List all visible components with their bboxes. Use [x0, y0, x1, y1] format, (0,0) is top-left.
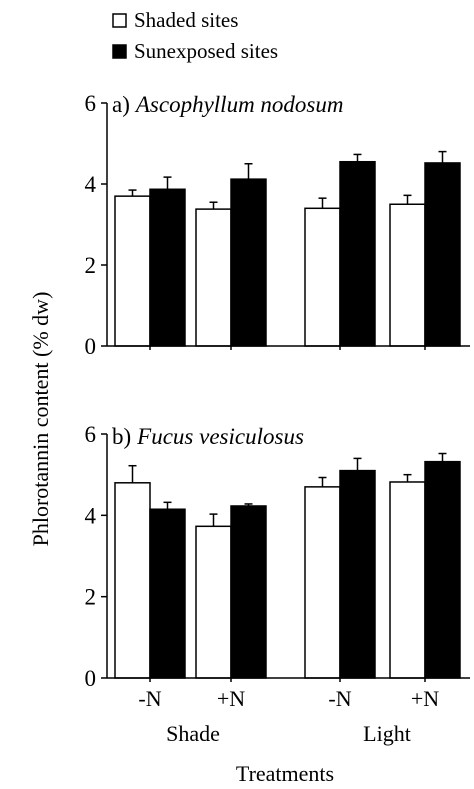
panel-a-title-prefix: a) — [112, 92, 130, 117]
bar-sunexposed — [339, 469, 376, 679]
legend-label-sunexposed: Sunexposed sites — [134, 39, 278, 63]
y-tick-label: 0 — [85, 334, 97, 359]
x-group-labels: Shade Light — [166, 721, 411, 746]
panel-b-title-prefix: b) — [112, 424, 131, 449]
y-tick-label: 0 — [85, 666, 97, 691]
x-tick-label: +N — [411, 686, 439, 711]
group-label-light: Light — [363, 721, 411, 746]
bar-sunexposed — [424, 460, 461, 679]
y-tick-label: 4 — [85, 172, 97, 197]
bar-shaded — [389, 481, 426, 679]
y-tick-label: 4 — [85, 503, 97, 528]
panel-a-title: a) Ascophyllum nodosum — [112, 92, 344, 117]
bar-sunexposed — [149, 188, 186, 347]
y-tick-label: 2 — [85, 585, 97, 610]
panel-b-bars — [114, 452, 461, 679]
legend-swatch-shaded — [112, 13, 127, 28]
legend-swatch-sunexposed — [112, 44, 127, 59]
panel-a-title-text: Ascophyllum nodosum — [134, 92, 344, 117]
panel-b-title: b) Fucus vesiculosus — [112, 424, 304, 449]
panel-b-title-text: Fucus vesiculosus — [136, 424, 304, 449]
y-tick-label: 2 — [85, 253, 97, 278]
panel-a: a) Ascophyllum nodosum 0 2 4 6 — [85, 91, 470, 359]
group-label-shade: Shade — [166, 721, 220, 746]
bar-shaded — [304, 486, 341, 679]
bar-shaded — [114, 482, 151, 679]
bar-sunexposed — [424, 162, 461, 347]
bar-sunexposed — [149, 508, 186, 679]
x-tick-labels: -N +N -N +N — [138, 686, 439, 711]
bar-sunexposed — [230, 505, 267, 679]
bar-sunexposed — [230, 178, 267, 347]
x-tick-label: -N — [138, 686, 161, 711]
bar-shaded — [389, 203, 426, 347]
panel-b: b) Fucus vesiculosus 0 2 4 6 — [85, 422, 470, 691]
bar-shaded — [304, 207, 341, 347]
legend: Shaded sites Sunexposed sites — [112, 8, 278, 63]
x-tick-label: -N — [328, 686, 351, 711]
y-tick-label: 6 — [85, 422, 97, 447]
bar-sunexposed — [339, 160, 376, 347]
x-axis-label: Treatments — [236, 761, 334, 786]
legend-label-shaded: Shaded sites — [134, 8, 238, 32]
y-tick-label: 6 — [85, 91, 97, 116]
y-axis-label: Phlorotannin content (% dw) — [28, 292, 53, 547]
bar-shaded — [195, 525, 232, 679]
bar-shaded — [195, 208, 232, 347]
panel-a-bars — [114, 150, 461, 347]
x-tick-label: +N — [217, 686, 245, 711]
panel-b-y-ticks: 0 2 4 6 — [85, 422, 426, 691]
bar-shaded — [114, 195, 151, 347]
